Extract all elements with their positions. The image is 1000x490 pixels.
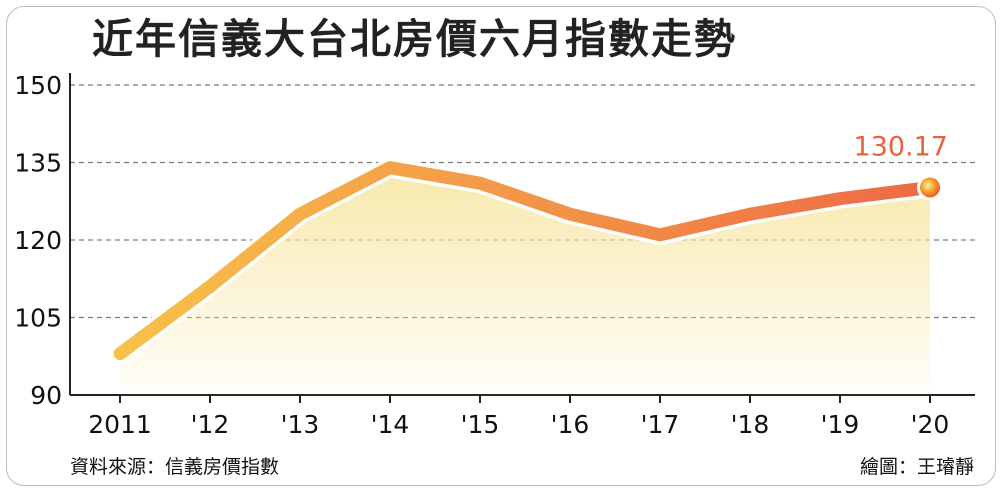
y-tick-label-150: 150 [14,71,62,100]
y-tick-label-135: 135 [14,149,62,178]
x-tick-label-2011: 2011 [88,410,152,439]
y-tick-label-120: 120 [14,226,62,255]
last-value-label: 130.17 [854,131,948,162]
x-tick-label-'16: '16 [551,410,590,439]
x-tick-label-'14: '14 [371,410,410,439]
series-line [113,161,937,361]
source-note: 資料來源：信義房價指數 [70,456,280,478]
y-tick-label-105: 105 [14,304,62,333]
x-tick-label-'13: '13 [281,410,320,439]
x-tick-label-'17: '17 [641,410,680,439]
x-tick-label-'19: '19 [821,410,860,439]
credit-note: 繪圖：王璿靜 [859,456,974,478]
chart-title: 近年信義大台北房價六月指數走勢 [92,15,737,63]
end-dot [920,177,940,198]
y-tick-label-90: 90 [30,381,62,410]
x-tick-label-'12: '12 [191,410,230,439]
x-tick-label-'18: '18 [731,410,770,439]
x-tick-label-'20: '20 [911,410,950,439]
x-tick-label-'15: '15 [461,410,500,439]
